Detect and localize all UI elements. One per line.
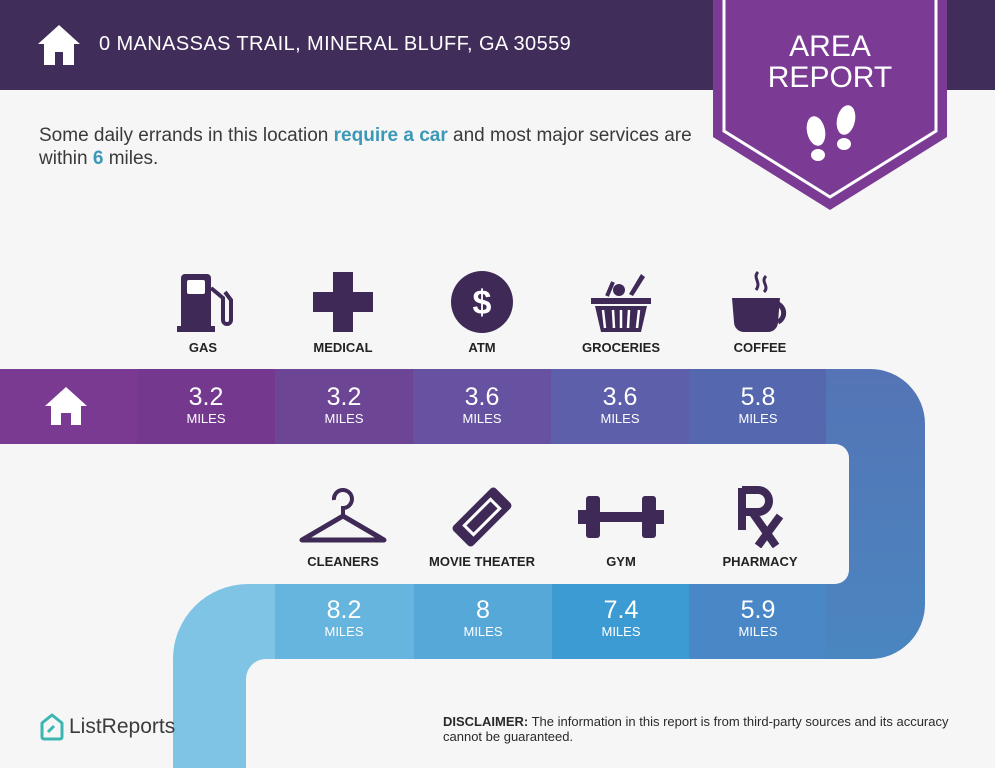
distance-cleaners: 8.2 MILES bbox=[275, 597, 413, 639]
intro-text: Some daily errands in this location bbox=[39, 125, 334, 146]
gas-pump-icon bbox=[177, 274, 233, 332]
distance-value: 3.2 bbox=[188, 383, 224, 411]
intro-highlight-miles: 6 bbox=[92, 148, 104, 169]
service-groceries: GROCERIES bbox=[551, 270, 691, 355]
intro-text: miles. bbox=[103, 148, 159, 169]
home-icon bbox=[38, 25, 80, 65]
disclaimer-text: The information in this report is from t… bbox=[443, 714, 949, 744]
home-icon bbox=[45, 387, 87, 425]
service-label: GAS bbox=[188, 340, 218, 355]
movie-ticket-icon bbox=[452, 487, 512, 547]
badge-title-line2: REPORT bbox=[767, 61, 893, 94]
distance-unit: MILES bbox=[462, 411, 502, 426]
service-label: GROCERIES bbox=[581, 340, 660, 355]
distance-coffee: 5.8 MILES bbox=[689, 384, 827, 426]
service-label: COFFEE bbox=[733, 340, 787, 355]
property-address: 0 MANASSAS TRAIL, MINERAL BLUFF, GA 3055… bbox=[99, 33, 572, 55]
distance-unit: MILES bbox=[463, 624, 503, 639]
area-report-badge: AREA REPORT bbox=[713, 0, 947, 217]
atm-dollar-icon: $ bbox=[451, 271, 513, 333]
svg-text:$: $ bbox=[473, 284, 492, 322]
grocery-basket-icon bbox=[591, 274, 651, 332]
service-coffee: COFFEE bbox=[690, 270, 830, 355]
service-label: CLEANERS bbox=[307, 554, 379, 569]
distance-groceries: 3.6 MILES bbox=[551, 384, 689, 426]
medical-cross-icon bbox=[313, 272, 373, 332]
service-label: MOVIE THEATER bbox=[429, 554, 535, 569]
intro-text: and most major services are within bbox=[39, 125, 692, 169]
service-label: GYM bbox=[606, 554, 636, 569]
badge-title-line1: AREA bbox=[789, 30, 871, 63]
distance-value: 5.8 bbox=[740, 383, 776, 411]
service-gas: GAS bbox=[133, 270, 273, 355]
rx-icon bbox=[738, 486, 784, 548]
distance-medical: 3.2 MILES bbox=[275, 384, 413, 426]
brand-name: ListReports bbox=[69, 715, 176, 738]
service-label: ATM bbox=[468, 340, 496, 355]
footprints-icon bbox=[806, 105, 856, 161]
service-gym: GYM bbox=[551, 486, 691, 569]
distance-unit: MILES bbox=[601, 624, 641, 639]
intro-summary: Some daily errands in this location requ… bbox=[39, 124, 719, 170]
service-label: PHARMACY bbox=[722, 554, 798, 569]
distance-unit: MILES bbox=[324, 624, 364, 639]
distance-value: 5.9 bbox=[740, 596, 776, 624]
distance-value: 3.6 bbox=[464, 383, 500, 411]
service-medical: MEDICAL bbox=[273, 270, 413, 355]
distance-unit: MILES bbox=[738, 411, 778, 426]
service-atm: $ ATM bbox=[412, 270, 552, 355]
distance-unit: MILES bbox=[186, 411, 226, 426]
distance-unit: MILES bbox=[600, 411, 640, 426]
disclaimer-label: DISCLAIMER: bbox=[443, 714, 529, 729]
distance-gym: 7.4 MILES bbox=[552, 597, 690, 639]
distance-atm: 3.6 MILES bbox=[413, 384, 551, 426]
listreports-logo-icon bbox=[40, 713, 64, 741]
distance-unit: MILES bbox=[324, 411, 364, 426]
intro-highlight-car: require a car bbox=[333, 125, 448, 146]
service-movie-theater: MOVIE THEATER bbox=[412, 486, 552, 569]
service-label: MEDICAL bbox=[313, 340, 373, 355]
disclaimer: DISCLAIMER: The information in this repo… bbox=[443, 714, 963, 744]
dumbbell-icon bbox=[578, 496, 664, 538]
service-pharmacy: PHARMACY bbox=[690, 486, 830, 569]
coffee-cup-icon bbox=[732, 270, 787, 332]
distance-value: 8.2 bbox=[326, 596, 362, 624]
distance-pharmacy: 5.9 MILES bbox=[689, 597, 827, 639]
listreports-logo: ListReports bbox=[39, 713, 175, 746]
service-cleaners: CLEANERS bbox=[273, 486, 413, 569]
distance-value: 3.6 bbox=[602, 383, 638, 411]
distance-value: 8 bbox=[476, 596, 490, 624]
distance-movie-theater: 8 MILES bbox=[414, 597, 552, 639]
distance-unit: MILES bbox=[738, 624, 778, 639]
distance-value: 7.4 bbox=[603, 596, 639, 624]
distance-gas: 3.2 MILES bbox=[137, 384, 275, 426]
hanger-icon bbox=[299, 488, 387, 543]
distance-value: 3.2 bbox=[326, 383, 362, 411]
